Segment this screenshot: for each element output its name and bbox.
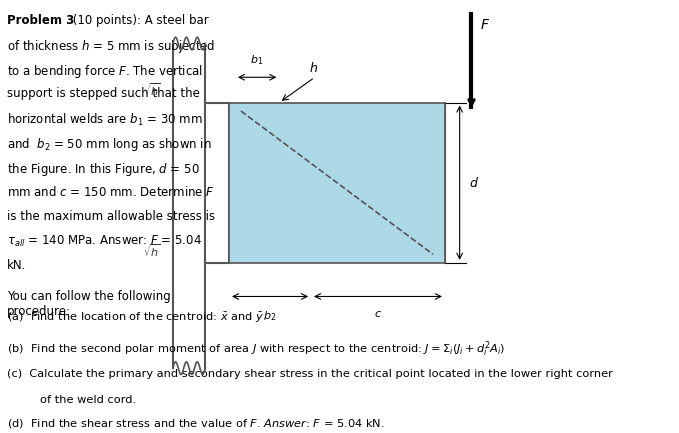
Text: of the weld cord.: of the weld cord.: [40, 395, 136, 405]
Text: horizontal welds are $b_1$ = 30 mm: horizontal welds are $b_1$ = 30 mm: [7, 112, 203, 128]
Text: the Figure. In this Figure, $d$ = 50: the Figure. In this Figure, $d$ = 50: [7, 161, 200, 178]
Text: support is stepped such that the: support is stepped such that the: [7, 87, 200, 100]
Text: (b)  Find the second polar moment of area $J$ with respect to the centroid: $J =: (b) Find the second polar moment of area…: [7, 340, 506, 359]
Text: (c)  Calculate the primary and secondary shear stress in the critical point loca: (c) Calculate the primary and secondary …: [7, 368, 613, 378]
Text: and  $b_2$ = 50 mm long as shown in: and $b_2$ = 50 mm long as shown in: [7, 136, 212, 153]
Text: $\sqrt{h}$: $\sqrt{h}$: [143, 242, 161, 259]
Text: $\tau_{all}$ = 140 MPa. Answer: $F$ = 5.04: $\tau_{all}$ = 140 MPa. Answer: $F$ = 5.…: [7, 234, 202, 249]
Text: (d)  Find the shear stress and the value of $F$. $\it{Answer}$: $F$ = 5.04 kN.: (d) Find the shear stress and the value …: [7, 417, 385, 430]
Text: kN.: kN.: [7, 259, 26, 271]
Text: (a)  Find the location of the centroid: $\bar{x}$ and $\bar{y}$.: (a) Find the location of the centroid: $…: [7, 311, 267, 326]
Text: $b_2$: $b_2$: [263, 309, 276, 323]
Text: Problem 3: Problem 3: [7, 14, 75, 27]
Text: of thickness $h$ = 5 mm is subjected: of thickness $h$ = 5 mm is subjected: [7, 39, 215, 55]
Text: $F$: $F$: [480, 18, 490, 32]
Text: $b_1$: $b_1$: [251, 53, 263, 67]
Text: is the maximum allowable stress is: is the maximum allowable stress is: [7, 210, 215, 223]
Text: $h$: $h$: [309, 61, 318, 75]
Text: $d$: $d$: [469, 176, 479, 190]
Bar: [229, 103, 445, 263]
Text: $\sqrt{h}$: $\sqrt{h}$: [143, 82, 161, 98]
Text: (10 points): A steel bar: (10 points): A steel bar: [69, 14, 209, 27]
Text: to a bending force $F$. The vertical: to a bending force $F$. The vertical: [7, 63, 204, 80]
Text: mm and $c$ = 150 mm. Determine $F$: mm and $c$ = 150 mm. Determine $F$: [7, 185, 215, 199]
Text: You can follow the following
procedure:: You can follow the following procedure:: [7, 290, 171, 318]
Text: $c$: $c$: [374, 309, 382, 319]
